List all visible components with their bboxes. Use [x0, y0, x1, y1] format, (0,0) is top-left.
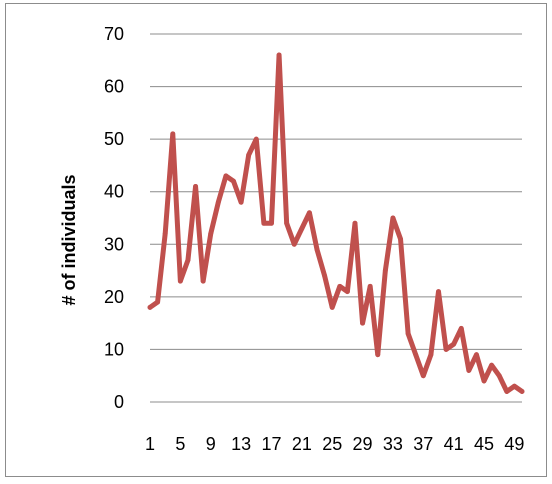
data-point	[504, 389, 510, 394]
x-tick-label: 9	[206, 434, 216, 454]
data-point	[360, 320, 365, 326]
data-point	[428, 352, 434, 358]
y-tick-label: 60	[104, 77, 124, 97]
data-point	[398, 236, 403, 242]
data-point	[193, 184, 198, 189]
data-point	[512, 383, 517, 389]
y-tick-label: 40	[104, 182, 124, 202]
data-point	[451, 341, 457, 347]
data-point	[162, 231, 168, 237]
data-point	[276, 52, 282, 58]
data-point	[337, 283, 343, 289]
data-point	[519, 389, 525, 394]
data-point	[382, 268, 388, 273]
data-point	[420, 373, 426, 379]
data-point	[307, 210, 312, 216]
x-tick-label: 21	[292, 434, 312, 454]
data-point	[390, 215, 396, 221]
data-point	[466, 368, 472, 373]
data-point	[299, 226, 305, 231]
series-line-0	[147, 52, 525, 394]
data-point	[200, 278, 206, 284]
data-point	[261, 220, 267, 226]
x-tick-label: 45	[474, 434, 494, 454]
x-tick-label: 17	[261, 434, 281, 454]
y-tick-label: 70	[104, 24, 124, 44]
data-point	[177, 278, 183, 284]
y-tick-label: 20	[104, 287, 124, 307]
x-tick-label: 25	[322, 434, 342, 454]
data-point	[155, 299, 160, 305]
y-tick-label: 10	[104, 339, 124, 359]
data-point	[269, 220, 274, 226]
data-point	[367, 283, 373, 289]
data-point	[291, 241, 297, 247]
data-point	[185, 257, 191, 263]
data-point	[314, 247, 320, 252]
data-point	[322, 273, 328, 279]
data-point	[458, 326, 464, 331]
data-point	[231, 178, 236, 184]
data-point	[246, 152, 252, 158]
gridlines	[150, 33, 522, 403]
y-tick-label: 0	[114, 392, 124, 412]
data-point	[474, 352, 479, 358]
x-tick-label: 41	[444, 434, 464, 454]
x-tick-label: 29	[353, 434, 373, 454]
data-point	[413, 352, 419, 358]
x-axis-ticks: 1 5 9 13 17 21 25 29 33 37 41 45 49	[145, 434, 524, 454]
x-tick-label: 49	[504, 434, 524, 454]
y-axis-ticks: 0 10 20 30 40 50 60 70	[104, 24, 124, 412]
data-point	[344, 289, 350, 294]
y-tick-label: 30	[104, 234, 124, 254]
x-tick-label: 13	[231, 434, 251, 454]
data-point	[375, 352, 381, 358]
data-point	[496, 373, 502, 379]
data-point	[215, 199, 221, 205]
data-point	[443, 347, 449, 352]
x-tick-label: 5	[175, 434, 185, 454]
data-point	[436, 289, 441, 294]
data-point	[284, 220, 290, 226]
data-point	[405, 331, 411, 337]
data-point	[352, 220, 358, 226]
data-point	[329, 304, 335, 310]
data-point	[253, 136, 259, 142]
data-point	[208, 231, 214, 237]
data-point	[147, 304, 153, 310]
x-tick-label: 1	[145, 434, 155, 454]
x-tick-label: 33	[383, 434, 403, 454]
data-point	[238, 199, 244, 205]
data-point	[481, 378, 487, 384]
data-point	[170, 131, 176, 137]
y-tick-label: 50	[104, 129, 124, 149]
data-point	[223, 173, 229, 179]
x-tick-label: 37	[413, 434, 433, 454]
data-point	[489, 362, 495, 368]
y-axis-title: # of individuals	[59, 174, 79, 305]
series-layer	[147, 52, 525, 394]
